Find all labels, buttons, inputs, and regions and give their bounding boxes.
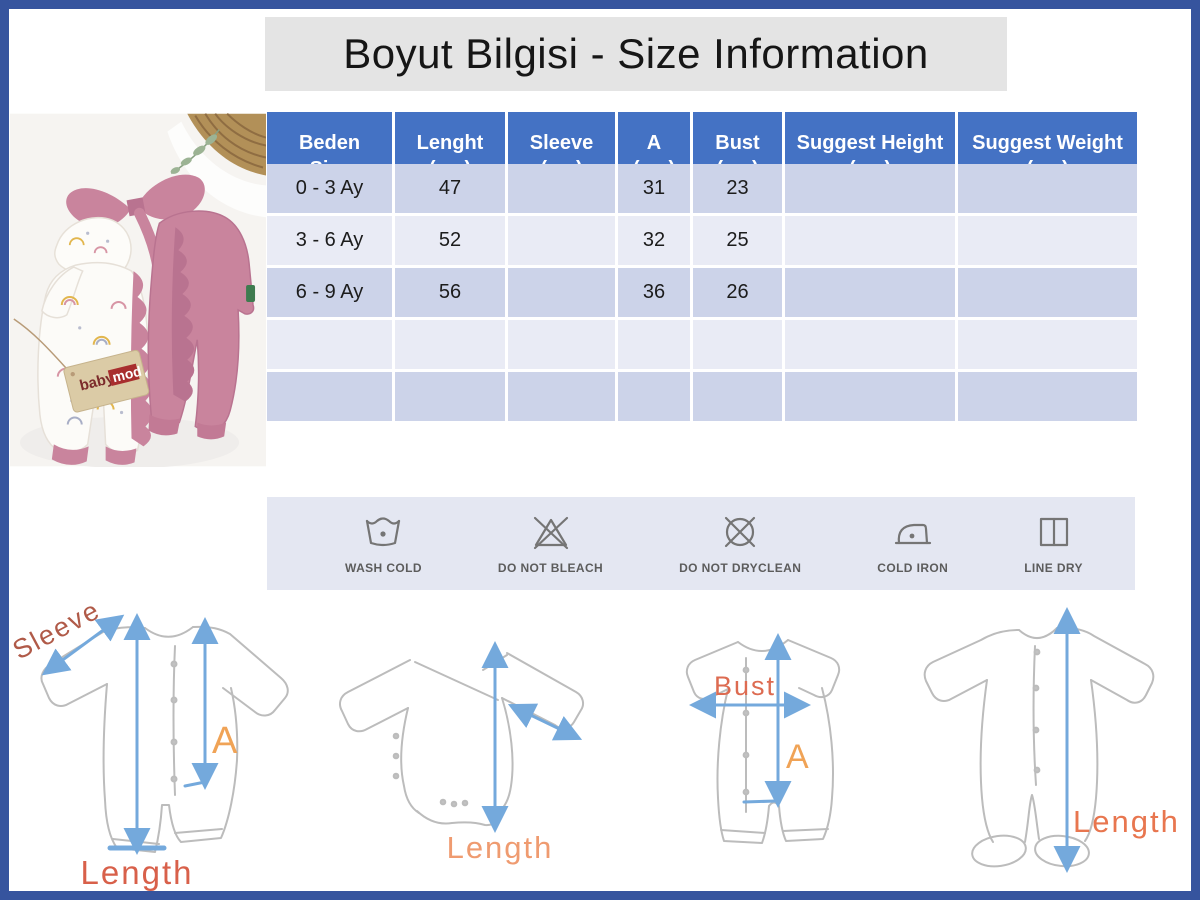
size-table: BedenSize Lenght(cm) Sleeve(cm) A(cm) Bu… [267, 112, 1137, 421]
rainbow-print [56, 296, 127, 425]
wash-cold-icon [366, 517, 401, 547]
care-label: DO NOT BLEACH [497, 561, 604, 575]
care-instructions-strip: WASH COLD DO NOT BLEACH DO NOT DRYCLEAN … [267, 497, 1135, 590]
table-cell: 6 - 9 Ay [267, 268, 392, 317]
table-cell [508, 372, 615, 421]
brand-tag: baby mod [13, 318, 150, 413]
table-cell: 36 [618, 268, 690, 317]
table-cell [785, 164, 955, 213]
brand-tag-text-mod: mod [111, 363, 143, 386]
measurement-arrows [689, 633, 811, 808]
table-cell [267, 320, 392, 369]
measurement-arrows [481, 641, 583, 833]
do-not-dryclean-icon [725, 516, 756, 548]
eucalyptus-sprig [170, 129, 220, 175]
table-cell: 26 [693, 268, 782, 317]
table-cell [785, 372, 955, 421]
romper-outline [40, 625, 289, 853]
table-cell [958, 320, 1137, 369]
table-cell [508, 216, 615, 265]
a-measure-label: A [786, 738, 809, 776]
table-cell [508, 164, 615, 213]
table-cell [958, 268, 1137, 317]
product-photo: baby mod [10, 113, 266, 467]
table-cell [508, 268, 615, 317]
a-measure-label: A [212, 720, 238, 762]
length-measure-label: Length [447, 830, 554, 865]
table-cell [958, 372, 1137, 421]
table-cell: 32 [618, 216, 690, 265]
care-item-wash-cold: WASH COLD [345, 512, 422, 575]
table-cell [618, 372, 690, 421]
care-label: LINE DRY [1024, 561, 1083, 575]
table-cell: 23 [693, 164, 782, 213]
table-cell: 3 - 6 Ay [267, 216, 392, 265]
table-cell [693, 372, 782, 421]
care-item-cold-iron: COLD IRON [877, 512, 948, 575]
measurement-diagram-footed-sleepsuit: Length [923, 607, 1180, 873]
table-cell [693, 320, 782, 369]
table-cell [785, 320, 955, 369]
page-title: Boyut Bilgisi - Size Information [343, 30, 929, 77]
table-cell [618, 320, 690, 369]
sleeve-measure-label: Sleeve [9, 598, 105, 665]
table-cell: 31 [618, 164, 690, 213]
table-cell [267, 372, 392, 421]
care-label: WASH COLD [345, 561, 422, 575]
table-cell: 47 [395, 164, 505, 213]
bust-measure-label: Bust [714, 671, 776, 701]
table-cell [958, 164, 1137, 213]
cold-iron-icon [894, 523, 931, 545]
length-measure-label: Length [81, 854, 194, 891]
measurement-arrows [41, 613, 219, 855]
table-cell: 56 [395, 268, 505, 317]
bodysuit-outline [339, 652, 585, 827]
care-label: DO NOT DRYCLEAN [679, 561, 802, 575]
length-measure-label: Length [1073, 804, 1180, 839]
table-cell [958, 216, 1137, 265]
white-cloth [167, 121, 266, 218]
table-cell: 52 [395, 216, 505, 265]
table-cell [395, 320, 505, 369]
green-size-tag [246, 285, 256, 302]
care-item-do-not-bleach: DO NOT BLEACH [498, 512, 603, 575]
measurement-diagram-bodysuit: Length [339, 641, 585, 865]
care-label: COLD IRON [877, 561, 949, 575]
pink-romper [147, 210, 256, 440]
table-cell: 25 [693, 216, 782, 265]
care-item-do-not-dryclean: DO NOT DRYCLEAN [679, 512, 801, 575]
care-item-line-dry: LINE DRY [1024, 512, 1083, 575]
do-not-bleach-icon [533, 516, 568, 550]
line-dry-icon [1039, 517, 1068, 547]
wicker-basket [187, 113, 266, 176]
table-cell [785, 216, 955, 265]
measurement-diagram-long-sleeve-romper: Sleeve A Length [9, 598, 289, 891]
table-cell [785, 268, 955, 317]
measurement-diagram-short-sleeve-romper: Bust A [685, 633, 841, 844]
table-cell [508, 320, 615, 369]
printed-hat [54, 216, 132, 277]
title-banner: Boyut Bilgisi - Size Information [265, 17, 1007, 91]
table-cell [395, 372, 505, 421]
table-cell: 0 - 3 Ay [267, 164, 392, 213]
